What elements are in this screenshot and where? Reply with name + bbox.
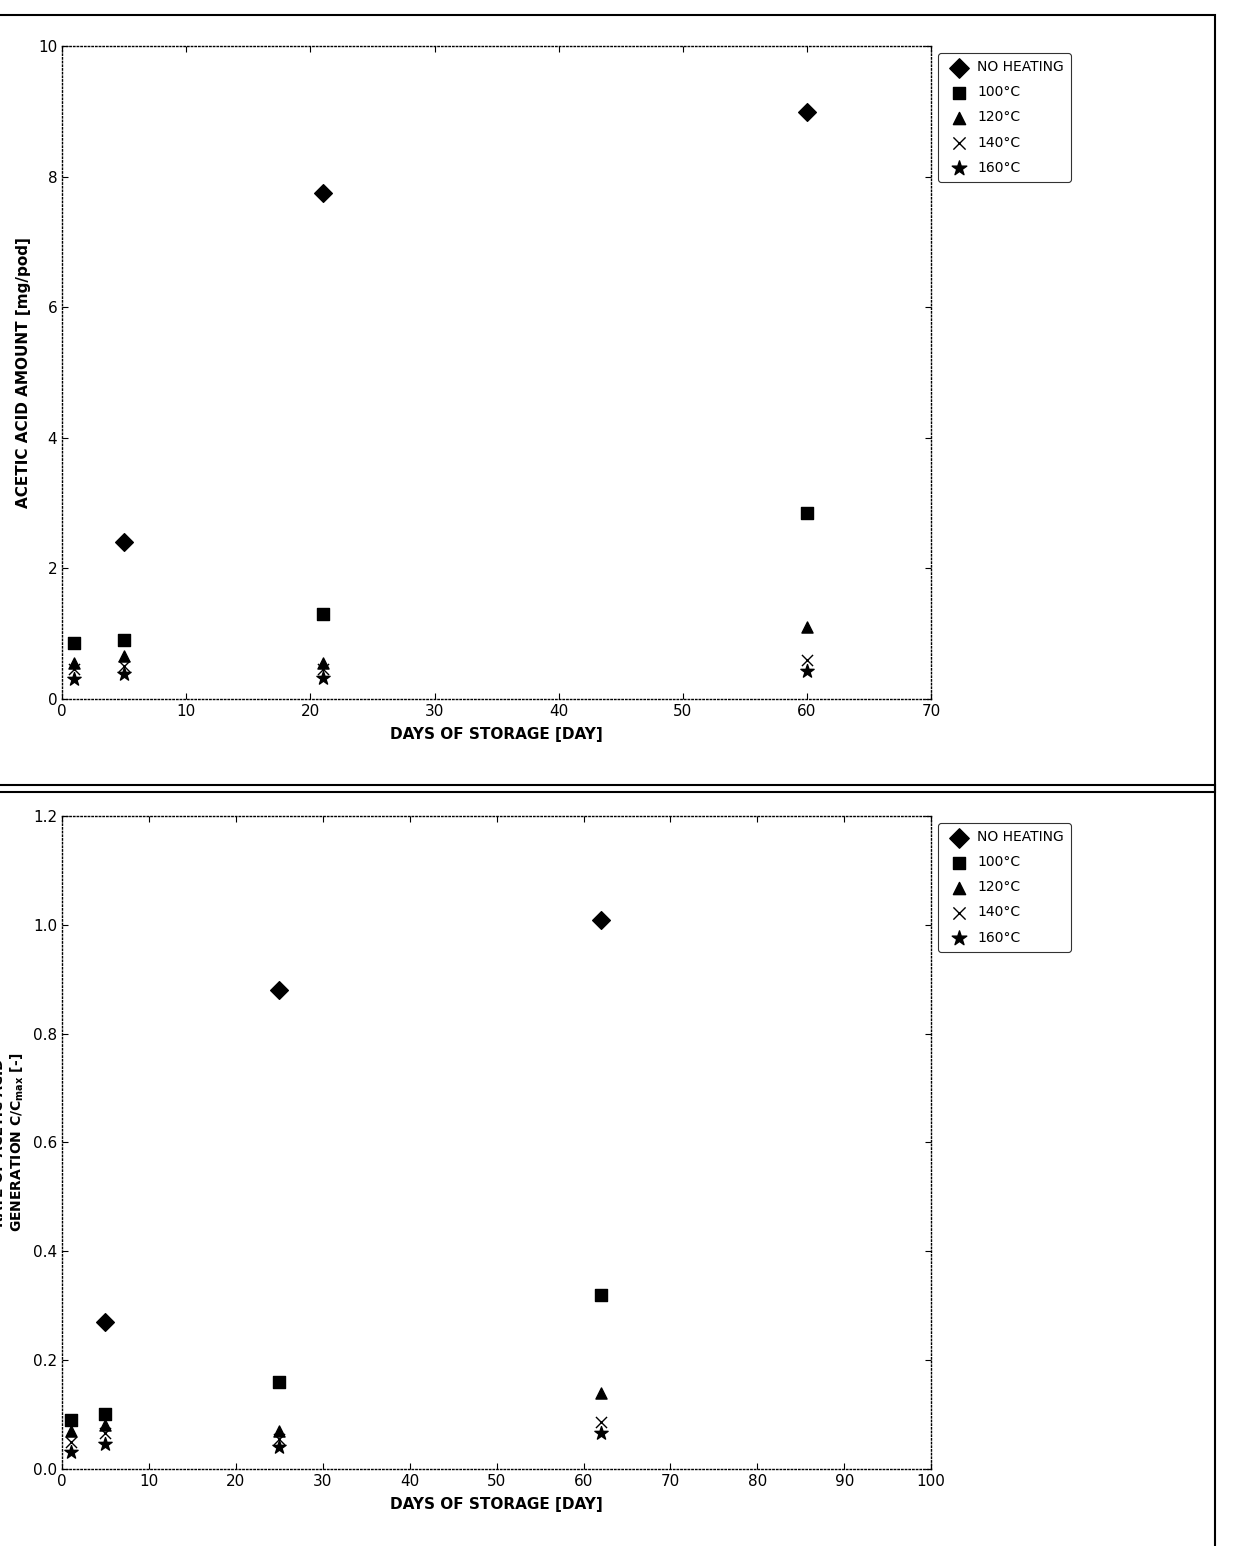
100°C [61, 1407, 81, 1432]
NO HEATING [269, 979, 289, 1003]
100°C [64, 631, 84, 656]
100°C [114, 628, 134, 652]
X-axis label: DAYS OF STORAGE [DAY]: DAYS OF STORAGE [DAY] [391, 1497, 603, 1512]
100°C [95, 1402, 115, 1427]
NO HEATING [95, 1309, 115, 1334]
120°C [114, 645, 134, 669]
140°C [64, 657, 84, 682]
160°C [312, 666, 332, 691]
160°C [797, 659, 817, 683]
X-axis label: DAYS OF STORAGE [DAY]: DAYS OF STORAGE [DAY] [391, 727, 603, 742]
140°C [95, 1421, 115, 1446]
Legend: NO HEATING, 100°C, 120°C, 140°C, 160°C: NO HEATING, 100°C, 120°C, 140°C, 160°C [939, 53, 1070, 182]
100°C [797, 501, 817, 526]
Legend: NO HEATING, 100°C, 120°C, 140°C, 160°C: NO HEATING, 100°C, 120°C, 140°C, 160°C [939, 822, 1070, 951]
NO HEATING [591, 908, 611, 932]
100°C [269, 1370, 289, 1394]
NO HEATING [312, 181, 332, 206]
100°C [591, 1282, 611, 1306]
140°C [269, 1427, 289, 1452]
160°C [64, 666, 84, 691]
140°C [797, 648, 817, 673]
120°C [61, 1418, 81, 1442]
120°C [797, 615, 817, 640]
160°C [114, 662, 134, 686]
NO HEATING [797, 99, 817, 124]
NO HEATING [114, 530, 134, 555]
120°C [312, 651, 332, 676]
160°C [269, 1435, 289, 1459]
Text: Fig.5: Fig.5 [471, 816, 522, 835]
140°C [591, 1410, 611, 1435]
120°C [269, 1418, 289, 1442]
160°C [591, 1421, 611, 1446]
160°C [61, 1439, 81, 1464]
140°C [114, 654, 134, 679]
Y-axis label: ACETIC ACID AMOUNT [mg/pod]: ACETIC ACID AMOUNT [mg/pod] [16, 237, 31, 509]
120°C [64, 651, 84, 676]
100°C [312, 601, 332, 626]
140°C [312, 657, 332, 682]
160°C [95, 1432, 115, 1456]
120°C [95, 1413, 115, 1438]
120°C [591, 1381, 611, 1405]
140°C [61, 1429, 81, 1453]
Y-axis label: RATE OF ACETIC ACID
GENERATION C/C$_{\mathregular{max}}$ [-]: RATE OF ACETIC ACID GENERATION C/C$_{\ma… [0, 1053, 26, 1232]
